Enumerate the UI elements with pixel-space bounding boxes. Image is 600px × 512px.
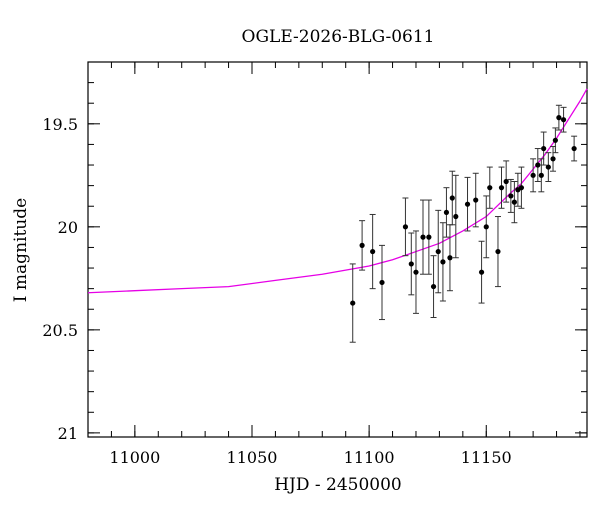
x-tick-label: 11050 [227,448,278,467]
data-point [511,199,517,205]
data-point [478,269,485,275]
y-tick-label: 19.5 [42,115,78,134]
data-point [535,162,541,168]
data-point [483,224,489,230]
data-point [560,117,567,123]
data-point-group [439,222,446,302]
data-point [430,283,437,290]
x-tick-label: 11100 [344,448,395,467]
data-point-group [534,148,541,183]
data-point [556,115,562,121]
data-point [541,145,547,152]
data-point-group [478,240,485,304]
data-point-group [530,158,537,193]
data-point-group [464,176,471,232]
data-point [370,248,376,255]
model-curve [87,88,588,294]
y-axis-label: I magnitude [11,198,31,302]
data-point-group [560,106,567,133]
data-point-group [538,158,545,193]
data-point [498,185,505,191]
data-point-group [498,166,505,209]
y-tick-label: 21 [58,424,78,443]
data-point [530,172,536,178]
x-axis-label: HJD - 2450000 [274,475,402,495]
data-point-group [430,255,437,318]
data-point-group [452,174,459,259]
data-point [420,234,426,240]
data-point-group [359,220,366,271]
data-point-group [486,166,493,209]
data-point [402,224,409,230]
x-tick-label: 11150 [461,448,512,467]
data-point-group [408,232,415,296]
data-point [487,185,493,191]
x-tick-label: 11000 [109,448,160,467]
data-point [413,269,419,275]
data-point-group [518,166,525,209]
data-point [538,172,544,178]
data-point [350,300,356,306]
y-tick-label: 20 [58,218,78,237]
data-point-group [349,263,356,343]
data-point [359,242,365,248]
data-point-group [412,230,419,314]
data-point [508,193,514,199]
data-point-group [494,216,501,288]
data-point [379,279,385,286]
data-point-group [571,135,578,162]
data-point [449,195,455,201]
data-point [550,156,556,162]
data-point-group [511,181,518,224]
data-point-group [555,104,562,131]
data-point-group [369,213,376,290]
data-point-group [507,178,514,213]
plot-area: 11000 11050 11100 11150 19.5 20 20.5 21 [42,61,588,467]
data-point-group [446,224,453,292]
data-point-group [402,197,409,257]
data-point [435,248,441,255]
data-point [495,248,501,255]
data-point-group [472,172,479,228]
plot-frame [87,61,588,438]
data-point-group [545,152,552,183]
chart-title: OGLE-2026-BLG-0611 [242,27,435,47]
data-point [443,209,450,216]
data-point [545,164,551,170]
data-point-group [379,244,386,321]
data-point-group [503,160,510,203]
data-point [571,145,577,152]
data-point-group [435,209,442,294]
minor-ticks [87,61,587,437]
data-point-group [552,127,559,154]
data-point-group [420,199,427,275]
data-point [464,201,471,207]
data-point [453,213,459,220]
data-point [503,178,509,185]
y-tick-label: 20.5 [42,321,78,340]
data-point [447,255,453,261]
data-point-group [443,187,450,238]
data-point [426,234,432,240]
model-curve-layer [87,88,588,294]
data-point [518,185,525,191]
data-point-group [425,199,432,275]
data-point [408,261,414,267]
data-point [552,137,558,143]
data-point-group [540,131,547,166]
data-point [473,197,479,203]
major-ticks [88,62,587,437]
data-points-layer [349,104,578,343]
data-point-group [449,170,456,226]
tick-labels: 11000 11050 11100 11150 19.5 20 20.5 21 [42,115,511,467]
data-point-group [483,195,490,259]
data-point [440,259,446,265]
